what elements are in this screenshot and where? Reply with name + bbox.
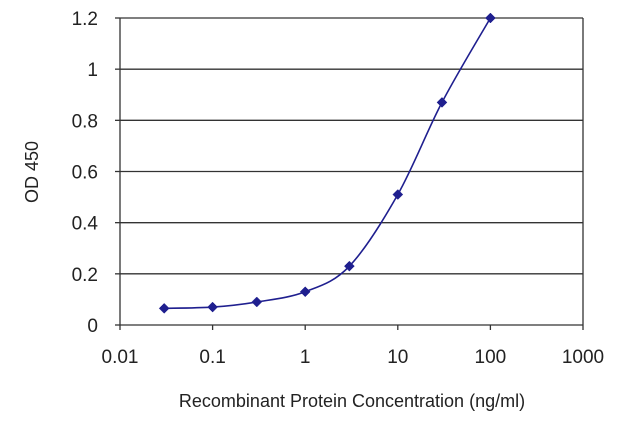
series-line-group: [164, 17, 492, 310]
y-tick-label: 0: [87, 316, 98, 337]
data-point: [299, 286, 311, 298]
y-tick-label: 1.2: [72, 9, 98, 30]
series-line: [164, 17, 492, 310]
gridlines: [120, 17, 583, 275]
data-points: [158, 12, 496, 314]
data-point: [251, 296, 263, 308]
x-tick-label: 100: [475, 347, 507, 368]
data-point: [207, 301, 218, 313]
y-tick-label: 0.6: [72, 163, 98, 184]
y-tick-label: 1: [87, 60, 98, 81]
axes: [115, 17, 584, 330]
x-tick-label: 1: [300, 347, 311, 368]
data-point: [436, 97, 448, 108]
x-tick-labels: 0.01 0.1 1 10 100 1000: [102, 347, 605, 368]
x-tick-label: 10: [387, 347, 408, 368]
x-tick-label: 1000: [562, 347, 604, 368]
data-point: [485, 12, 496, 24]
data-point: [158, 303, 170, 314]
data-point: [344, 260, 355, 272]
x-tick-label: 0.01: [102, 347, 139, 368]
y-tick-label: 0.2: [72, 265, 98, 286]
y-tick-label: 0.4: [72, 214, 99, 235]
y-tick-labels: 0 0.2 0.4 0.6 0.8 1 1.2: [72, 9, 99, 337]
y-tick-label: 0.8: [72, 111, 98, 132]
y-axis-title: OD 450: [22, 141, 42, 203]
x-tick-label: 0.1: [199, 347, 225, 368]
x-axis-title: Recombinant Protein Concentration (ng/ml…: [179, 391, 525, 411]
data-point: [392, 189, 404, 200]
